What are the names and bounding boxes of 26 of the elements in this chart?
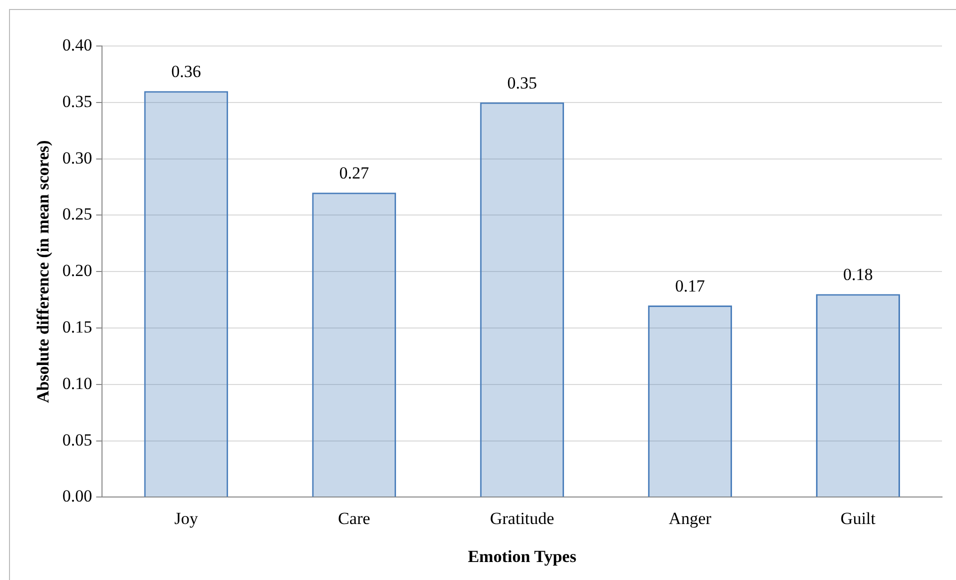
x-tick-label: Anger [668, 508, 712, 528]
bar [648, 305, 732, 497]
bar [480, 102, 564, 497]
bar [816, 294, 900, 497]
y-tick-label: 0.20 [62, 261, 92, 280]
x-tick-label: Guilt [840, 508, 876, 528]
data-label: 0.36 [171, 62, 202, 82]
y-tick-label: 0.25 [62, 204, 92, 224]
y-tick-label: 0.35 [62, 92, 92, 111]
y-axis-title: Absolute difference (in mean scores) [34, 140, 53, 404]
x-axis-title: Emotion Types [468, 547, 577, 566]
data-label: 0.35 [507, 73, 537, 92]
y-tick-label: 0.05 [62, 430, 92, 450]
y-tick-label: 0.40 [62, 35, 92, 54]
y-tick-label: 0.30 [62, 148, 92, 168]
y-tick-label: 0.15 [62, 317, 92, 336]
x-tick-label: Joy [174, 508, 198, 528]
data-label: 0.18 [843, 265, 873, 284]
data-label: 0.27 [339, 164, 370, 183]
y-tick-label: 0.00 [62, 486, 92, 506]
x-tick-label: Care [338, 508, 370, 528]
bar [312, 192, 396, 497]
x-tick-label: Gratitude [490, 508, 554, 528]
bar [144, 91, 228, 497]
y-tick-label: 0.10 [62, 374, 92, 393]
data-label: 0.17 [675, 276, 706, 296]
